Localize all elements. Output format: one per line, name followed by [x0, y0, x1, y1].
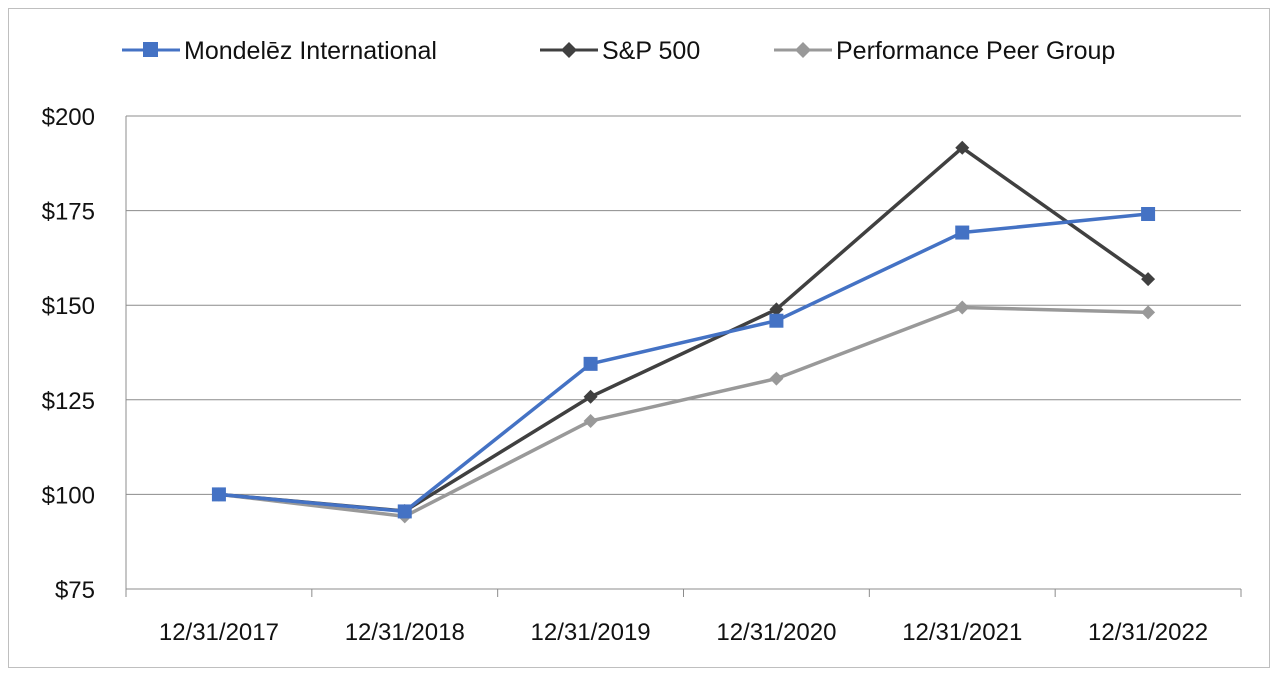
series-line-1	[218, 146, 1150, 513]
series-line-0	[218, 212, 1149, 514]
y-tick-label: $200	[42, 104, 95, 131]
x-tick-label: 12/31/2021	[902, 619, 1022, 646]
y-tick-label: $150	[42, 293, 95, 320]
y-tick-label: $125	[42, 388, 95, 415]
data-point	[955, 300, 970, 315]
data-point	[211, 487, 226, 502]
data-point	[769, 371, 784, 386]
data-point	[1141, 305, 1156, 320]
y-tick-label: $100	[42, 482, 95, 509]
legend-label-mondelez: Mondelēz International	[184, 37, 437, 65]
series-line-2	[218, 305, 1149, 519]
data-point	[583, 413, 598, 428]
x-tick-label: 12/31/2018	[345, 619, 465, 646]
y-tick-label: $175	[42, 199, 95, 226]
legend: Mondelēz International S&P 500 Performan…	[122, 37, 1115, 65]
legend-item-mondelez: Mondelēz International	[122, 37, 437, 65]
data-point	[769, 302, 784, 317]
x-tick-label: 12/31/2022	[1088, 619, 1208, 646]
data-point	[1141, 272, 1156, 287]
x-tick-label: 12/31/2020	[716, 619, 836, 646]
data-point	[583, 356, 598, 371]
x-tick-label: 12/31/2019	[531, 619, 651, 646]
chart-frame	[8, 8, 1270, 668]
legend-label-peer-group: Performance Peer Group	[836, 37, 1115, 65]
data-point	[1141, 207, 1156, 222]
legend-label-sp500: S&P 500	[602, 37, 700, 65]
data-point	[397, 504, 412, 519]
legend-item-sp500: S&P 500	[540, 37, 700, 65]
data-point	[955, 140, 970, 155]
x-tick-label: 12/31/2017	[159, 619, 279, 646]
legend-item-peer-group: Performance Peer Group	[774, 37, 1115, 65]
plot-area: $200 $175 $150 $125 $100 $75 12/31/2017 12/31/2…	[42, 104, 1242, 646]
data-point	[583, 389, 598, 404]
data-point	[769, 313, 784, 328]
y-tick-label: $75	[55, 577, 95, 604]
data-point	[955, 225, 970, 240]
